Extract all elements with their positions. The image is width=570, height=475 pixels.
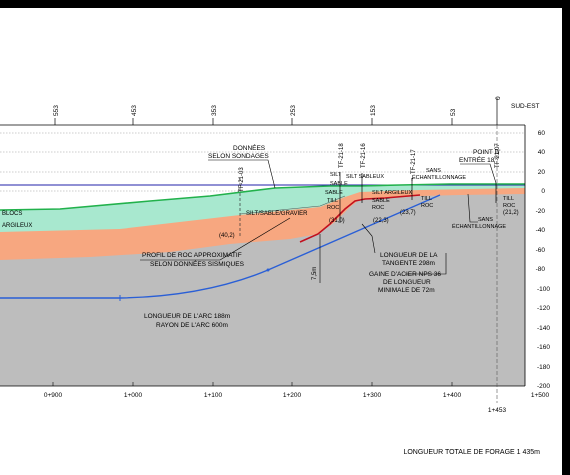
borehole-id: TF-21-16 bbox=[361, 143, 367, 168]
elevation-tick: -200 bbox=[537, 383, 550, 390]
ground-surface-line bbox=[0, 183, 525, 211]
note-no-sampling: ÉCHANTILLONNAGE bbox=[412, 174, 466, 181]
elevation-tick: 60 bbox=[538, 130, 546, 137]
arc-tangent-point bbox=[266, 268, 270, 272]
top-station-label: 253 bbox=[290, 105, 297, 116]
layer-label: SILT/SABLE/GRAVIER bbox=[246, 211, 308, 217]
log-label: SABLE bbox=[372, 198, 390, 204]
borehole-id: TF-21-07 bbox=[495, 143, 501, 168]
note-no-sampling: SANS bbox=[426, 168, 441, 174]
log-label: ROC bbox=[503, 203, 515, 209]
top-station-label: 553 bbox=[53, 105, 60, 116]
chainage-tick: 1+300 bbox=[363, 392, 382, 399]
chainage-tick: 0+900 bbox=[44, 392, 63, 399]
top-station-label: 353 bbox=[211, 105, 218, 116]
log-label: SABLE bbox=[325, 190, 343, 196]
depth-label: (23,7) bbox=[400, 210, 416, 216]
chainage-tick-marks bbox=[52, 382, 453, 386]
elevation-tick: -140 bbox=[537, 325, 550, 332]
geological-profile-drawing: 553 453 353 253 153 53 0 SUD-EST bbox=[0, 96, 550, 456]
rock-profile-line bbox=[299, 194, 421, 243]
note-casing: GAINE D'ACIER NPS 36 bbox=[369, 271, 441, 278]
note-casing: DE LONGUEUR bbox=[383, 279, 431, 286]
top-station-ticks bbox=[54, 98, 498, 125]
note-donnees: DONNÉES bbox=[233, 143, 266, 152]
borehole-tf-21-16: TF-21-16 bbox=[361, 143, 367, 203]
elevation-tick: -20 bbox=[536, 208, 546, 215]
note-entry: POINT D' bbox=[473, 149, 501, 156]
elevation-tick: 20 bbox=[538, 169, 546, 176]
elevation-tick: -160 bbox=[537, 344, 550, 351]
log-label: TILL bbox=[327, 198, 338, 204]
top-station-label: 453 bbox=[131, 105, 138, 116]
elevation-tick: -120 bbox=[537, 305, 550, 312]
log-label: SILT ARGILEUX bbox=[372, 190, 412, 196]
top-station-label: 0 bbox=[495, 96, 502, 100]
log-label: TILL bbox=[421, 196, 432, 202]
borehole-id: TF-21-03 bbox=[239, 167, 245, 192]
borehole-tf-21-18: TF-21-18 bbox=[339, 143, 345, 223]
layer-label: BLOCS bbox=[2, 211, 22, 217]
depth-label: (31,0) bbox=[329, 218, 345, 224]
note-arc: RAYON DE L'ARC 600m bbox=[156, 322, 228, 329]
depth-label: (22,3) bbox=[373, 218, 389, 224]
top-station-label: 153 bbox=[370, 105, 377, 116]
direction-label: SUD-EST bbox=[511, 103, 540, 110]
rock-layer bbox=[0, 193, 525, 386]
note-rock-profile: SELON DONNÉES SISMIQUES bbox=[150, 259, 245, 268]
total-length-label: LONGUEUR TOTALE DE FORAGE 1 435m bbox=[403, 449, 540, 456]
note-arc: LONGUEUR DE L'ARC 188m bbox=[144, 313, 230, 320]
note-rock-profile: PROFIL DE ROC APPROXIMATIF bbox=[142, 252, 242, 259]
layer-label: ARGILEUX bbox=[2, 223, 32, 229]
chainage-tick: 1+100 bbox=[204, 392, 223, 399]
end-chainage-label: 1+453 bbox=[488, 407, 507, 414]
note-no-sampling: ÉCHANTILLONNAGE bbox=[452, 223, 506, 230]
chainage-tick: 1+400 bbox=[443, 392, 462, 399]
elevation-tick: -180 bbox=[537, 364, 550, 371]
borehole-id: TF-21-17 bbox=[411, 149, 417, 174]
note-donnees: SELON SONDAGES bbox=[208, 153, 269, 160]
elevation-tick: 0 bbox=[541, 188, 545, 195]
silt-boundary-line bbox=[239, 195, 346, 215]
elevation-tick: 40 bbox=[538, 149, 546, 156]
elevation-tick: -80 bbox=[536, 266, 546, 273]
note-tangent: TANGENTE 298m bbox=[382, 260, 435, 267]
borehole-tf-21-17: TF-21-17 bbox=[411, 149, 417, 200]
depth-label: (40,2) bbox=[219, 233, 235, 239]
chainage-tick: 1+000 bbox=[124, 392, 143, 399]
log-label: SILT bbox=[330, 172, 342, 178]
note-no-sampling: SANS bbox=[478, 217, 493, 223]
log-label: ROC bbox=[327, 205, 339, 211]
till-layer bbox=[0, 187, 525, 260]
bore-path-line bbox=[0, 194, 441, 299]
chainage-tick: 1+200 bbox=[283, 392, 302, 399]
log-label: ROC bbox=[421, 203, 433, 209]
borehole-id: TF-21-18 bbox=[339, 143, 345, 168]
note-tangent: LONGUEUR DE LA bbox=[380, 252, 438, 259]
log-label: SABLE bbox=[330, 181, 348, 187]
depth-label: (21,2) bbox=[503, 210, 519, 216]
borehole-tf-21-07: TF-21-07 bbox=[495, 143, 501, 203]
dimension-label: 7,5m bbox=[312, 267, 318, 280]
note-casing: MINIMALE DE 72m bbox=[378, 287, 435, 294]
leader-lines bbox=[140, 159, 497, 275]
elevation-tick: -100 bbox=[537, 286, 550, 293]
log-label: ROC bbox=[372, 205, 384, 211]
log-label: SILT SABLEUX bbox=[346, 174, 384, 180]
log-label: TILL bbox=[503, 196, 514, 202]
drawing-sheet: 553 453 353 253 153 53 0 SUD-EST bbox=[0, 8, 562, 475]
top-station-label: 53 bbox=[450, 108, 457, 116]
note-entry: ENTRÉE 18° bbox=[459, 155, 497, 164]
elevation-tick: -60 bbox=[536, 247, 546, 254]
sediment-layer bbox=[0, 184, 525, 232]
chainage-tick: 1+500 bbox=[531, 392, 550, 399]
elevation-tick: -40 bbox=[536, 227, 546, 234]
